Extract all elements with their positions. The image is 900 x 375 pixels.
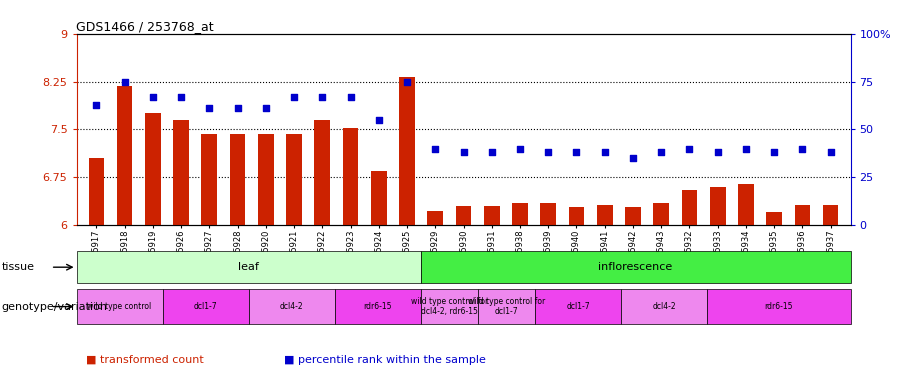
Bar [230, 135, 246, 225]
Bar [145, 114, 160, 225]
Point [287, 94, 302, 100]
Point [570, 149, 584, 155]
Bar [681, 190, 698, 225]
Point [513, 146, 527, 152]
Point [89, 102, 104, 108]
Point [824, 149, 838, 155]
Bar [76, 289, 163, 324]
Text: dcl1-7: dcl1-7 [566, 302, 590, 311]
Bar [400, 77, 415, 225]
Bar [343, 128, 358, 225]
Point [654, 149, 669, 155]
Point [146, 94, 160, 100]
Bar [420, 289, 478, 324]
Text: dcl1-7: dcl1-7 [194, 302, 217, 311]
Bar [248, 289, 335, 324]
Text: ■ transformed count: ■ transformed count [86, 355, 203, 365]
Text: rdr6-15: rdr6-15 [765, 302, 793, 311]
Bar [823, 205, 839, 225]
Bar [88, 158, 104, 225]
Point [428, 146, 443, 152]
Bar [455, 206, 472, 225]
Text: wild type control for
dcl4-2, rdr6-15: wild type control for dcl4-2, rdr6-15 [410, 297, 488, 316]
Bar [478, 289, 536, 324]
Point [230, 105, 245, 111]
Bar [173, 120, 189, 225]
Point [174, 94, 188, 100]
Bar [335, 289, 420, 324]
Text: dcl4-2: dcl4-2 [652, 302, 676, 311]
Text: GDS1466 / 253768_at: GDS1466 / 253768_at [76, 20, 214, 33]
Point [796, 146, 810, 152]
Bar [428, 211, 443, 225]
Point [682, 146, 697, 152]
Point [710, 149, 724, 155]
Point [626, 155, 640, 161]
Bar [484, 206, 500, 225]
Bar [795, 205, 810, 225]
Bar [286, 135, 302, 225]
Text: leaf: leaf [238, 262, 259, 272]
Point [117, 79, 131, 85]
Bar [738, 184, 754, 225]
Text: dcl4-2: dcl4-2 [280, 302, 303, 311]
Bar [653, 203, 669, 225]
Point [739, 146, 753, 152]
Bar [626, 207, 641, 225]
Point [400, 79, 414, 85]
Text: rdr6-15: rdr6-15 [364, 302, 392, 311]
Bar [163, 289, 248, 324]
Bar [117, 86, 132, 225]
Text: tissue: tissue [2, 262, 35, 272]
Point [202, 105, 217, 111]
Point [767, 149, 781, 155]
Text: ■ percentile rank within the sample: ■ percentile rank within the sample [284, 355, 485, 365]
Point [343, 94, 357, 100]
Bar [536, 289, 621, 324]
Bar [258, 135, 274, 225]
Bar [420, 251, 850, 283]
Text: wild type control for
dcl1-7: wild type control for dcl1-7 [468, 297, 545, 316]
Text: genotype/variation: genotype/variation [2, 302, 108, 312]
Bar [512, 203, 527, 225]
Text: inflorescence: inflorescence [598, 262, 672, 272]
Bar [541, 203, 556, 225]
Bar [710, 187, 725, 225]
Point [456, 149, 471, 155]
Text: wild type control: wild type control [87, 302, 151, 311]
Bar [707, 289, 850, 324]
Point [372, 117, 386, 123]
Bar [202, 135, 217, 225]
Bar [371, 171, 386, 225]
Bar [76, 251, 420, 283]
Bar [767, 212, 782, 225]
Bar [597, 205, 613, 225]
Bar [621, 289, 707, 324]
Point [598, 149, 612, 155]
Point [258, 105, 273, 111]
Point [541, 149, 555, 155]
Point [315, 94, 329, 100]
Bar [314, 120, 330, 225]
Bar [569, 207, 584, 225]
Point [484, 149, 499, 155]
